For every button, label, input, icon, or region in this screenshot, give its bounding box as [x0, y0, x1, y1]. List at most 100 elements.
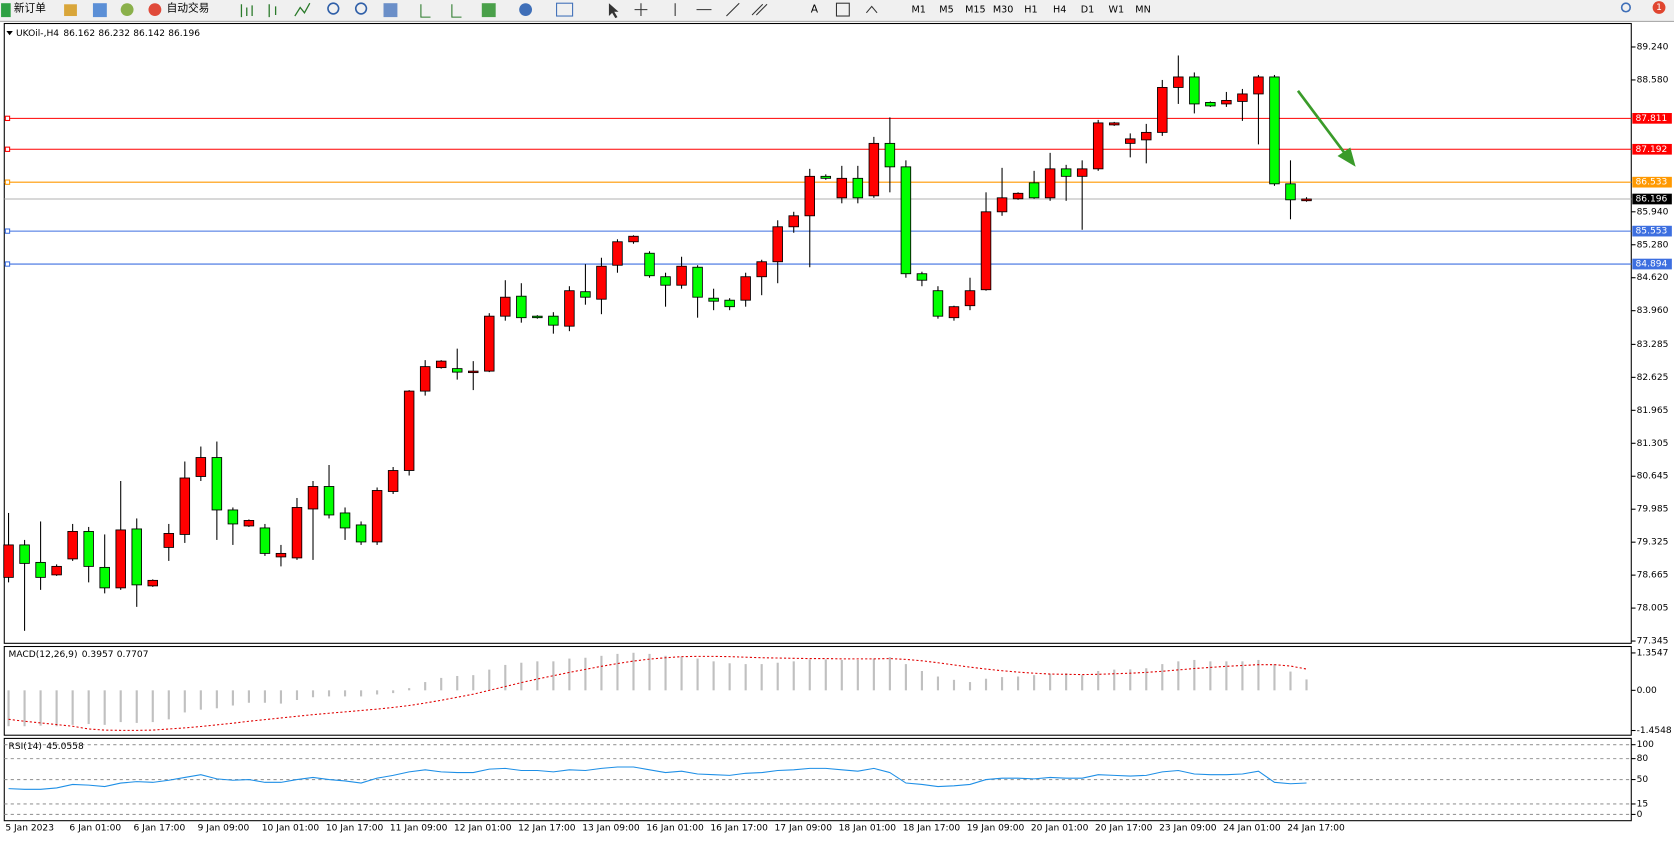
scroll-icons[interactable]: [420, 4, 462, 18]
macd-bar: [231, 690, 234, 706]
macd-bar: [552, 661, 555, 691]
macd-bar: [568, 658, 571, 691]
candle-body: [355, 524, 367, 543]
timeframe-button[interactable]: M15: [965, 5, 986, 16]
timeframe-button[interactable]: M5: [939, 5, 953, 16]
symbol-menu-arrow[interactable]: [6, 30, 13, 36]
candle-body: [900, 166, 912, 275]
candle-body: [740, 276, 751, 301]
level-label-bg: [1632, 176, 1672, 188]
y-tick-label: 81.305: [1637, 439, 1669, 449]
macd-bar: [1097, 671, 1100, 691]
macd-bar: [1289, 671, 1292, 691]
macd-bar: [151, 690, 154, 723]
candle-body: [243, 520, 255, 527]
level-label: 87.192: [1636, 145, 1668, 155]
arrows-tool[interactable]: [865, 5, 878, 14]
macd-bar: [1017, 676, 1020, 691]
macd-bar: [504, 664, 507, 691]
macd-bar: [7, 690, 10, 727]
candle-body: [692, 266, 703, 298]
x-tick-label: 6 Jan 17:00: [134, 824, 186, 834]
candle-body: [67, 531, 78, 560]
candle-body: [387, 470, 399, 492]
y-tick-label: 85.280: [1637, 240, 1669, 250]
x-tick-label: 24 Jan 01:00: [1223, 824, 1281, 834]
timeframe-button[interactable]: H1: [1024, 5, 1037, 16]
tool-icon[interactable]: [64, 4, 77, 17]
macd-bar: [23, 690, 26, 727]
x-tick-label: 13 Jan 09:00: [582, 824, 640, 834]
level-label: 85.553: [1636, 227, 1668, 237]
line-icon[interactable]: [294, 2, 311, 17]
chart-type-icons[interactable]: [240, 2, 311, 18]
new-order-button[interactable]: 新订单: [1, 2, 46, 18]
timeframe-button[interactable]: MN: [1135, 5, 1150, 16]
macd-bar: [600, 655, 603, 691]
candle-body: [884, 142, 896, 168]
cursor-tool[interactable]: [608, 3, 619, 19]
macd-bar: [199, 690, 202, 710]
notification-badge[interactable]: [1652, 1, 1666, 14]
rsi-header: RSI(14) 45.0558: [9, 741, 84, 751]
y-tick-label: 83.285: [1637, 340, 1669, 350]
timeframe-button[interactable]: M30: [993, 5, 1014, 16]
macd-bar: [1177, 661, 1180, 691]
candle-body: [772, 226, 783, 263]
auto-trade-icon: [148, 3, 162, 17]
timeframe-button[interactable]: H4: [1053, 5, 1066, 16]
macd-bar: [744, 664, 747, 691]
chart-title: UKOil-,H4: [16, 29, 59, 39]
candle-body: [660, 276, 671, 286]
bar-icon[interactable]: [240, 4, 253, 18]
macd-bar: [808, 659, 811, 691]
timeframe-button[interactable]: M1: [912, 5, 926, 16]
tool-icon[interactable]: [120, 3, 134, 17]
new-order-label[interactable]: 新订单: [14, 2, 46, 15]
templates-icon[interactable]: [556, 2, 574, 17]
line-tools[interactable]: [674, 2, 768, 17]
candle-body: [1157, 87, 1168, 133]
label-tool[interactable]: [835, 2, 850, 17]
crosshair-tool[interactable]: [634, 3, 648, 17]
tool-icon[interactable]: [92, 3, 107, 18]
y-tick-label: 89.240: [1637, 42, 1669, 52]
candle-body: [1141, 131, 1152, 141]
candle-body: [516, 295, 527, 319]
level-label-bg: [1632, 143, 1672, 155]
candle-body: [163, 533, 175, 548]
timeframe-button[interactable]: D1: [1081, 5, 1095, 16]
search-icon[interactable]: [1620, 2, 1632, 13]
candle-body: [548, 315, 559, 326]
macd-bar: [984, 678, 988, 691]
text-tool[interactable]: A: [811, 3, 819, 16]
candle-body: [99, 566, 110, 589]
auto-trade-button[interactable]: 自动交易: [148, 2, 210, 17]
candle-body: [179, 477, 191, 535]
periods-icon[interactable]: [519, 3, 533, 17]
tile-icon[interactable]: [383, 3, 398, 18]
candle-body: [804, 175, 815, 217]
indicators-icon[interactable]: [481, 3, 496, 18]
macd-bar: [824, 659, 827, 691]
x-tick-label: 23 Jan 09:00: [1159, 824, 1217, 834]
zoom-in[interactable]: [327, 2, 340, 15]
macd-bar: [1129, 669, 1132, 691]
macd-bar: [936, 676, 940, 691]
candle-body: [964, 290, 976, 307]
macd-bar: [87, 690, 90, 725]
macd-bar: [1033, 675, 1036, 691]
candle-body: [532, 315, 543, 319]
candle-body: [980, 211, 992, 291]
timeframe-button[interactable]: W1: [1109, 5, 1125, 16]
macd-bar: [1241, 661, 1244, 691]
candle-body: [644, 252, 655, 277]
auto-trade-label[interactable]: 自动交易: [167, 2, 210, 15]
candle-icon[interactable]: [268, 4, 277, 18]
macd-bar: [103, 690, 106, 725]
signal-value: 0.7707: [117, 649, 149, 659]
zoom-out[interactable]: [354, 2, 368, 15]
candle-body: [195, 457, 207, 477]
y-tick-label: 0: [1637, 810, 1643, 820]
